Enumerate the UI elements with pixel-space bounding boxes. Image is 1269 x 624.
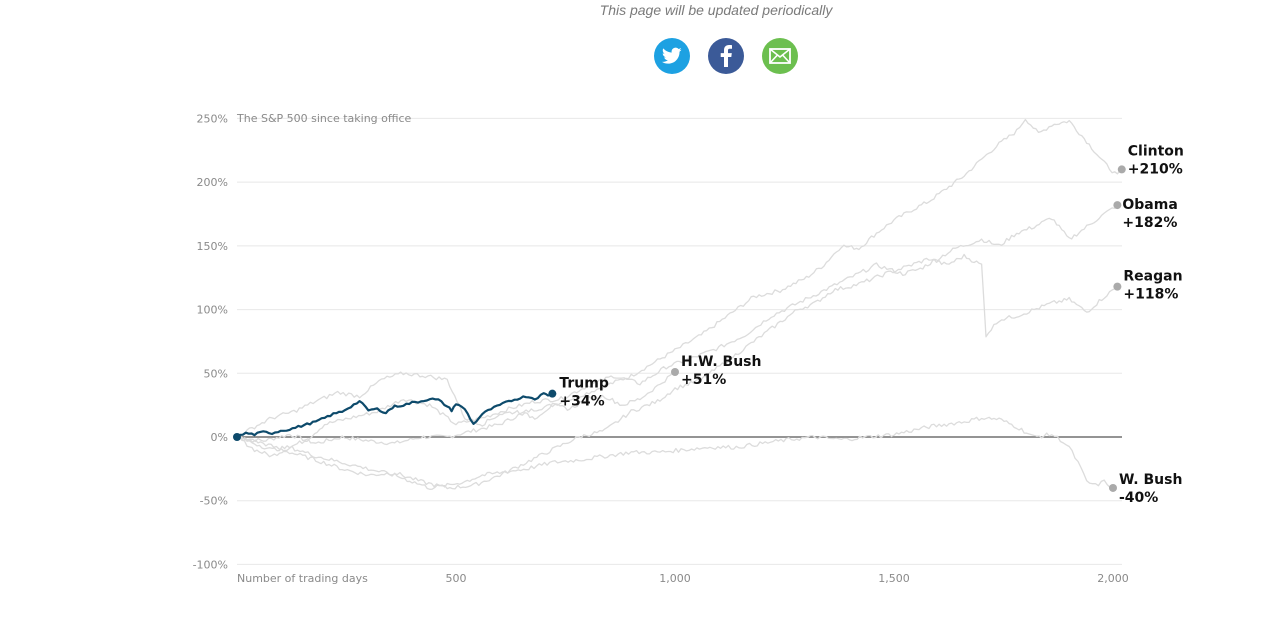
x-axis-ticks: 500 1,000 1,500 2,000 bbox=[446, 572, 1129, 585]
series-value-label: +118% bbox=[1123, 287, 1178, 303]
y-tick-label: 250% bbox=[197, 112, 228, 125]
chart-title: The S&P 500 since taking office bbox=[236, 112, 412, 125]
series-labels: Clinton +210% Obama +182% Reagan +118% H.W. Bu… bbox=[233, 143, 1184, 506]
series-line-obama bbox=[236, 204, 1118, 458]
twitter-share-button[interactable] bbox=[654, 38, 690, 74]
series-end-point bbox=[1113, 282, 1122, 291]
series-line-clinton bbox=[236, 118, 1123, 446]
twitter-icon bbox=[662, 47, 682, 65]
series-end-point bbox=[548, 389, 557, 398]
series-value-label: +210% bbox=[1128, 161, 1183, 177]
y-tick-label: -100% bbox=[193, 558, 228, 571]
y-axis-ticks: 250% 200% 150% 100% 50% 0% -50% -100% bbox=[193, 112, 228, 571]
series-line-trump bbox=[236, 392, 553, 438]
y-tick-label: 50% bbox=[204, 367, 228, 380]
update-note: This page will be updated periodically bbox=[599, 2, 833, 18]
facebook-icon bbox=[720, 45, 732, 67]
series-value-label: +51% bbox=[681, 372, 726, 388]
y-tick-label: 100% bbox=[197, 304, 228, 317]
series-value-label: -40% bbox=[1119, 490, 1158, 506]
y-tick-label: 150% bbox=[197, 240, 228, 253]
series-line-w-bush bbox=[236, 416, 1114, 490]
series-end-point bbox=[1113, 201, 1122, 210]
series-name-label: W. Bush bbox=[1119, 472, 1182, 488]
email-icon bbox=[769, 48, 791, 64]
x-tick-label: 1,000 bbox=[659, 572, 691, 585]
series-name-label: Trump bbox=[559, 376, 609, 392]
series-end-point bbox=[1117, 165, 1126, 174]
series-name-label: Clinton bbox=[1128, 143, 1184, 159]
x-tick-label: 1,500 bbox=[878, 572, 910, 585]
series-end-point bbox=[671, 368, 679, 377]
email-share-button[interactable] bbox=[762, 38, 798, 74]
y-tick-label: 200% bbox=[197, 176, 228, 189]
series-end-point bbox=[1109, 483, 1117, 492]
series-line-reagan bbox=[236, 253, 1118, 490]
gridlines bbox=[237, 117, 1122, 565]
series-value-label: +34% bbox=[559, 394, 604, 410]
x-axis-label: Number of trading days bbox=[237, 572, 368, 585]
y-tick-label: -50% bbox=[200, 495, 228, 508]
facebook-share-button[interactable] bbox=[708, 38, 744, 74]
series-name-label: H.W. Bush bbox=[681, 354, 761, 370]
series-value-label: +182% bbox=[1122, 215, 1177, 231]
series-lines bbox=[236, 118, 1123, 490]
x-tick-label: 500 bbox=[446, 572, 467, 585]
x-tick-label: 2,000 bbox=[1097, 572, 1129, 585]
series-start-point bbox=[233, 433, 241, 441]
series-line-h-w-bush bbox=[236, 371, 676, 438]
series-name-label: Obama bbox=[1122, 197, 1177, 213]
series-name-label: Reagan bbox=[1123, 269, 1182, 285]
y-tick-label: 0% bbox=[211, 431, 228, 444]
